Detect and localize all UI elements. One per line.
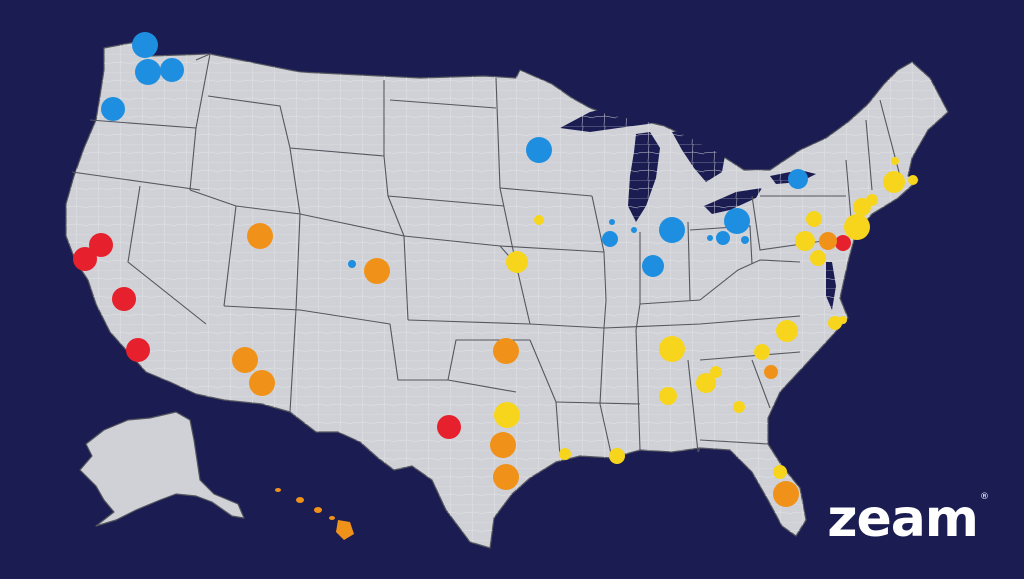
trademark-mark: ® — [980, 492, 989, 502]
zeam-logo: zeam ® — [827, 492, 989, 546]
state-borders — [71, 53, 901, 459]
orange-points — [232, 223, 837, 507]
blue-points — [101, 32, 808, 277]
yellow-points — [494, 157, 918, 479]
county-texture — [66, 42, 948, 548]
red-points — [73, 233, 851, 439]
hawaii-islands — [275, 488, 354, 540]
alaska-landmass — [79, 411, 245, 527]
logo-text: zeam — [827, 489, 979, 549]
